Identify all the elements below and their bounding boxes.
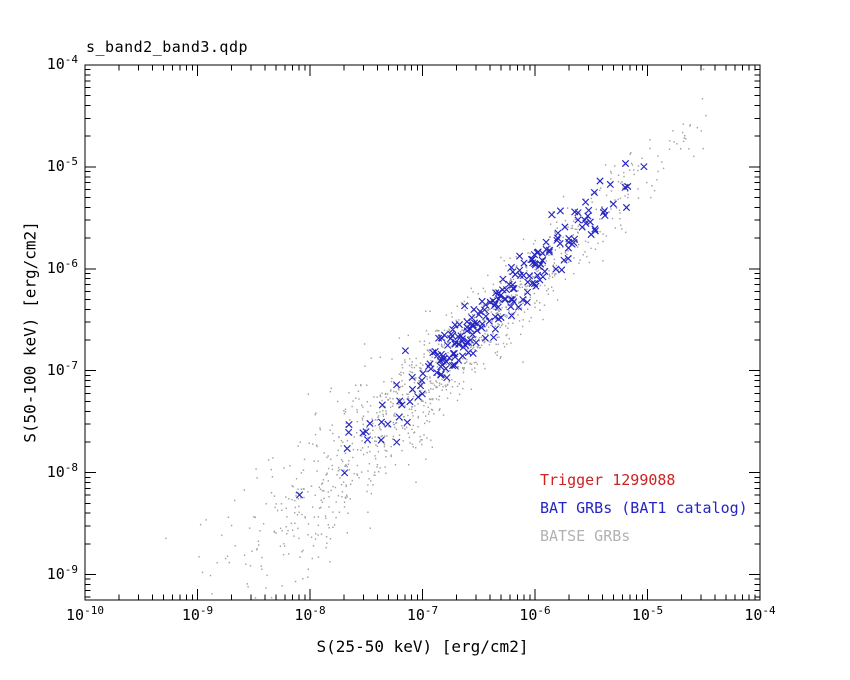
x-tick-label: 10-7 — [406, 604, 439, 624]
plot-frame — [84, 64, 761, 601]
x-tick-label: 10-10 — [66, 604, 104, 624]
plot-title: s_band2_band3.qdp — [86, 38, 249, 56]
axis-ticks — [85, 65, 760, 600]
legend-bat-grbs: BAT GRBs (BAT1 catalog) — [540, 499, 748, 517]
x-tick-label: 10-5 — [631, 604, 664, 624]
y-tick-label: 10-6 — [46, 256, 78, 277]
legend-trigger: Trigger 1299088 — [540, 471, 676, 489]
bat-points — [295, 159, 648, 499]
legend: Trigger 1299088 BAT GRBs (BAT1 catalog) … — [540, 466, 748, 550]
y-tick-label: 10-8 — [46, 460, 78, 481]
x-tick-label: 10-8 — [294, 604, 326, 624]
y-tick-label: 10-9 — [46, 562, 78, 583]
legend-batse-grbs: BATSE GRBs — [540, 527, 631, 545]
y-tick-label: 10-7 — [46, 358, 78, 379]
y-tick-label: 10-4 — [46, 53, 78, 73]
y-axis-label: S(50-100 keV) [erg/cm2] — [20, 221, 40, 443]
x-tick-label: 10-6 — [519, 604, 551, 624]
x-tick-label: 10-9 — [181, 604, 214, 624]
y-tick-label: 10-5 — [46, 154, 78, 175]
x-tick-label: 10-4 — [744, 604, 776, 624]
x-axis-label: S(25-50 keV) [erg/cm2] — [316, 637, 529, 656]
